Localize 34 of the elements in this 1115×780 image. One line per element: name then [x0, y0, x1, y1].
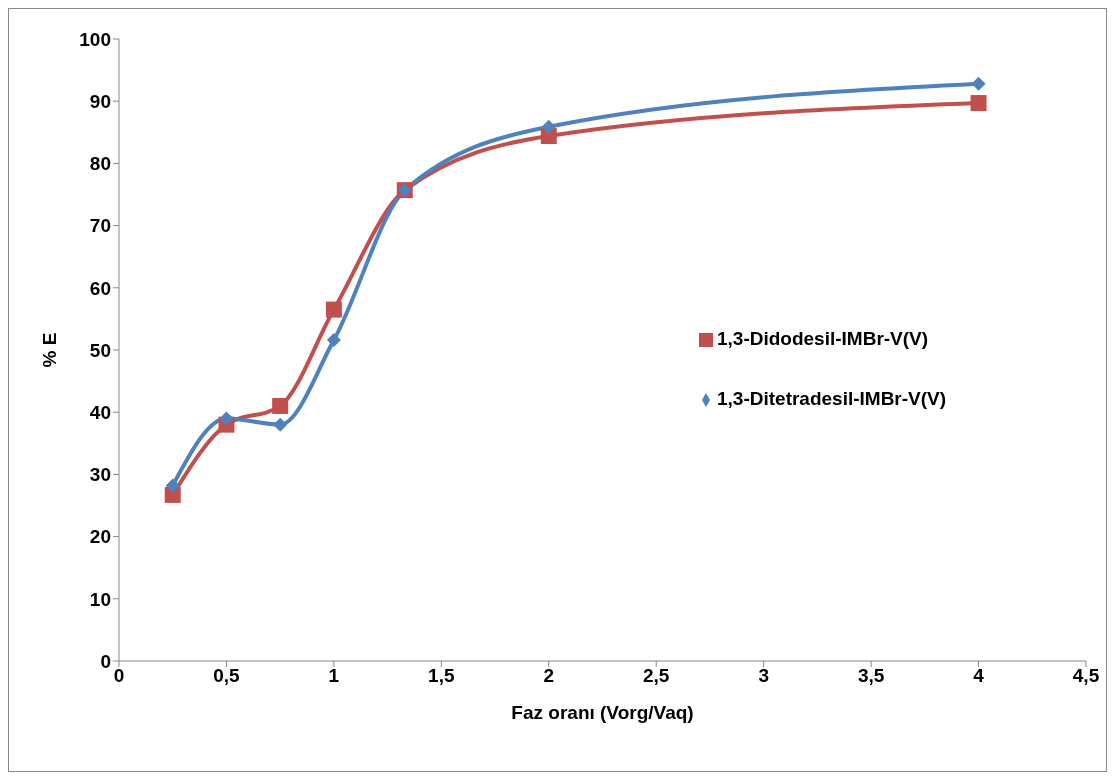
x-tick-label: 4 — [973, 665, 985, 687]
x-tick-label: 3,5 — [857, 665, 885, 687]
point — [326, 333, 341, 348]
point — [273, 417, 288, 432]
y-tick-label: 0 — [100, 650, 111, 672]
y-tick-label: 80 — [89, 153, 111, 175]
y-tick-label: 20 — [89, 526, 111, 548]
point — [325, 301, 342, 318]
x-tick-label: 1,5 — [428, 665, 455, 687]
legend-label: 1,3-Ditetradesil-IMBr-V(V) — [717, 388, 947, 409]
point — [541, 119, 556, 134]
x-tick-label: 2,5 — [643, 665, 670, 687]
y-tick-label: 60 — [89, 277, 111, 299]
x-tick-label: 3 — [758, 665, 769, 687]
y-tick-label: 30 — [89, 464, 111, 486]
point — [971, 76, 986, 91]
y-tick-label: 70 — [89, 215, 111, 237]
y-tick-label: 100 — [79, 28, 111, 50]
legend-label: 1,3-Didodesil-IMBr-V(V) — [717, 328, 929, 349]
point — [970, 95, 987, 112]
y-tick-label: 10 — [89, 588, 111, 610]
y-tick-label: 90 — [89, 90, 111, 112]
point — [272, 397, 289, 414]
y-axis-title: % E — [38, 332, 60, 368]
y-tick-label: 40 — [89, 401, 111, 423]
x-tick-label: 0 — [113, 665, 125, 687]
point — [219, 411, 234, 426]
point — [165, 478, 180, 493]
x-tick-label: 4,5 — [1072, 665, 1100, 687]
x-tick-label: 2 — [543, 665, 555, 687]
x-tick-label: 0,5 — [213, 665, 241, 687]
x-tick-label: 1 — [328, 665, 340, 687]
x-axis-title: Faz oranı (Vorg/Vaq) — [511, 702, 694, 723]
y-tick-label: 50 — [89, 339, 111, 361]
